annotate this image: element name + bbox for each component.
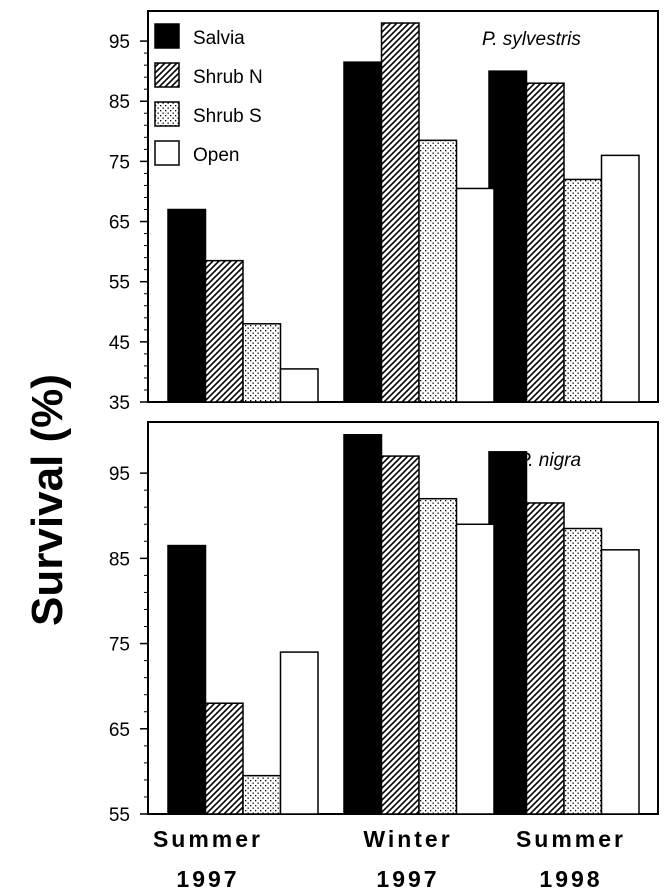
panel-2: 55 65 75 85 95 P. nigra: [109, 421, 659, 826]
bar-shrub-s-2: [418, 497, 458, 815]
category-label: Summer: [516, 826, 626, 852]
y-tick-label: 55: [109, 805, 130, 826]
bar-shrub-n-1: [204, 259, 244, 403]
y-tick-label: 95: [109, 32, 130, 53]
y-tick-label: 65: [109, 720, 130, 741]
x-axis-category-labels: Summer 1997 Winter 1997 Summer 1998: [153, 826, 626, 891]
y-tick-label: 75: [109, 635, 130, 656]
panel-1: 35 45 55 65 75 85 95 P. sylvestris: [109, 10, 659, 414]
legend-swatch: [154, 23, 180, 49]
y-tick-label: 75: [109, 152, 130, 173]
bar-shrub-s-3: [563, 178, 603, 403]
category-label: 1997: [376, 866, 439, 891]
bar-shrub-n-1: [204, 702, 244, 815]
bar-salvia-3: [488, 451, 528, 815]
legend-label: Salvia: [193, 28, 245, 49]
legend-swatch: [154, 140, 180, 166]
legend-label: Open: [193, 145, 239, 166]
category-label: 1998: [539, 866, 602, 891]
bar-salvia-2: [343, 434, 383, 815]
bar-shrub-n-2: [380, 22, 420, 403]
bar-shrub-s-1: [242, 774, 282, 815]
y-tick-label: 95: [109, 464, 130, 485]
y-axis-label: Survival (%): [23, 374, 72, 626]
legend-swatch: [154, 62, 180, 88]
y-tick-label: 45: [109, 333, 130, 354]
bar-open-3: [600, 549, 640, 815]
bar-shrub-n-2: [380, 455, 420, 815]
bar-salvia-1: [167, 208, 207, 403]
legend-label: Shrub S: [193, 106, 262, 127]
y-tick-label: 85: [109, 549, 130, 570]
y-tick-label: 35: [109, 393, 130, 414]
category-label: Summer: [153, 826, 263, 852]
species-label: P. nigra: [518, 450, 581, 471]
category-label: Winter: [363, 826, 452, 852]
bar-open-1: [279, 651, 319, 815]
bar-open-1: [279, 368, 319, 403]
bar-shrub-s-2: [418, 139, 458, 403]
y-tick-label: 65: [109, 213, 130, 234]
bar-open-3: [600, 154, 640, 403]
category-label: 1997: [176, 866, 239, 891]
legend: Salvia Shrub N Shrub S Open: [154, 23, 263, 166]
bar-open-2: [455, 523, 495, 815]
legend-swatch: [154, 101, 180, 127]
bar-shrub-n-3: [525, 502, 565, 815]
legend-label: Shrub N: [193, 67, 263, 88]
bar-shrub-n-3: [525, 82, 565, 403]
chart-panels: 35 45 55 65 75 85 95 P. sylvestris 55 65 75 85 95 P. …: [109, 10, 659, 826]
bar-salvia-3: [488, 70, 528, 403]
bar-shrub-s-3: [563, 527, 603, 815]
bar-shrub-s-1: [242, 323, 282, 403]
y-tick-label: 55: [109, 273, 130, 294]
species-label: P. sylvestris: [482, 29, 581, 50]
bar-salvia-2: [343, 61, 383, 403]
y-tick-label: 85: [109, 92, 130, 113]
bar-salvia-1: [167, 544, 207, 815]
bar-open-2: [455, 187, 495, 403]
